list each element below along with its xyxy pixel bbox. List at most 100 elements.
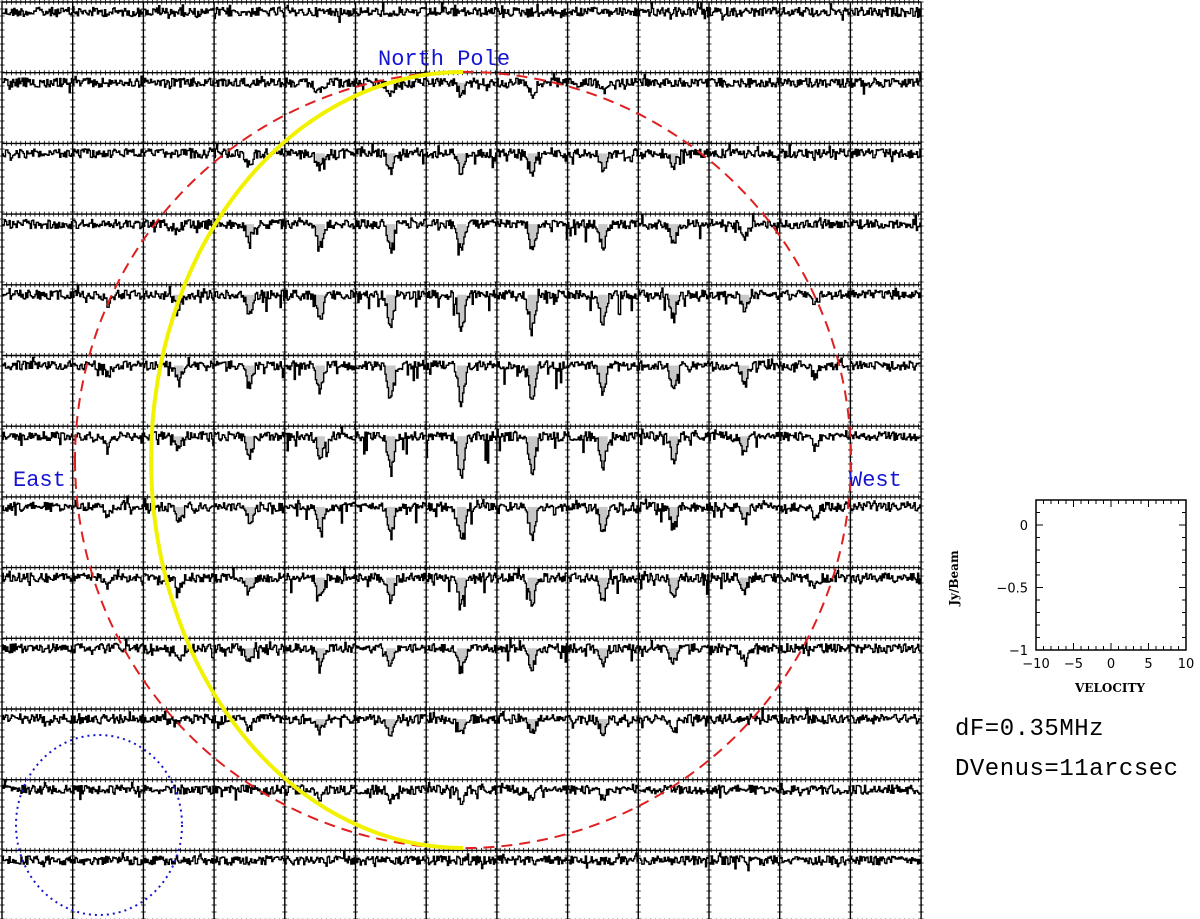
spectrum-trace <box>214 431 285 460</box>
absorption-shade <box>244 365 255 389</box>
absorption-shade <box>598 153 608 172</box>
spectrum-trace <box>638 360 709 390</box>
venus-diameter-label: DVenus=11arcsec <box>955 756 1179 783</box>
absorption-shade <box>668 224 679 243</box>
spectrum-trace <box>779 289 851 306</box>
absorption-shade <box>598 506 608 532</box>
spectrum-trace <box>426 289 497 332</box>
spectrum-trace <box>638 214 709 244</box>
scale-box-x-tick-labels: −10 −5 0 5 10 <box>1022 657 1194 672</box>
spectra-grid <box>0 0 924 919</box>
spectrum-trace <box>2 570 73 586</box>
spectrum-trace <box>143 77 215 90</box>
spectrum-trace <box>355 290 427 329</box>
spectrum-trace <box>355 217 427 254</box>
spectrum-trace <box>496 219 568 251</box>
spectrum-trace <box>567 6 639 17</box>
absorption-shade <box>315 506 325 537</box>
spectrum-trace <box>355 77 427 97</box>
spectrum-trace <box>2 148 73 161</box>
absorption-shade <box>386 436 396 477</box>
spectrum-trace <box>779 217 851 230</box>
absorption-shade <box>527 153 537 177</box>
spectrum-trace <box>496 501 568 542</box>
spectrum-trace <box>709 500 780 526</box>
absorption-shade <box>456 719 467 734</box>
spectrum-trace <box>496 147 568 177</box>
spectrum-trace <box>850 784 922 796</box>
spectrum-trace <box>284 850 356 867</box>
spectrum-trace <box>779 707 851 725</box>
spectrum-trace <box>638 639 709 665</box>
spectrum-trace <box>2 431 73 446</box>
absorption-shade <box>598 648 608 667</box>
spectrum-trace <box>567 360 639 396</box>
absorption-shade <box>527 224 537 250</box>
absorption-shade <box>315 153 325 171</box>
scale-box-ticks <box>1035 499 1187 651</box>
absorption-shade <box>174 506 184 523</box>
absorption-shade <box>244 648 255 662</box>
spectrum-trace <box>143 285 215 317</box>
spectrum-trace <box>779 357 851 381</box>
spectrum-trace <box>850 287 922 300</box>
spectrum-trace <box>214 567 285 596</box>
absorption-shade <box>386 648 396 667</box>
spectrum-trace <box>214 4 285 20</box>
spectrum-trace <box>709 852 780 872</box>
planet-disk-outline <box>74 71 853 849</box>
spectrum-trace <box>850 360 922 372</box>
scale-box: −10 −5 0 5 10 0 −0.5 −1 VELOCITY Jy/Beam <box>947 499 1194 695</box>
spectrum-trace <box>709 213 780 241</box>
spectrum-trace <box>426 711 497 735</box>
absorption-shade <box>456 648 467 674</box>
spectrum-trace <box>143 357 215 388</box>
spectrum-trace <box>426 498 497 540</box>
spectrum-trace <box>355 501 427 541</box>
direction-labels: North Pole East West <box>13 47 902 493</box>
spectrum-trace <box>143 784 215 795</box>
absorption-shade <box>668 365 679 389</box>
spectrum-trace <box>496 3 568 19</box>
absorption-shade <box>456 153 467 175</box>
spectrum-trace <box>214 855 285 866</box>
spectrum-trace <box>638 570 709 598</box>
spectrum-trace <box>2 218 73 230</box>
absorption-shade <box>456 436 467 478</box>
scale-box-frame <box>1035 499 1187 651</box>
spectrum-trace <box>638 855 709 868</box>
spectrum-trace <box>496 637 568 672</box>
absorption-shade <box>527 648 537 671</box>
absorption-shade <box>174 365 184 387</box>
spectrum-trace <box>2 288 73 300</box>
absorption-shade <box>315 224 325 251</box>
spectrum-trace <box>496 360 568 400</box>
spectrum-trace <box>72 711 144 725</box>
spectrum-trace <box>2 77 73 94</box>
absorption-shade <box>315 365 325 394</box>
scale-box-x-label: VELOCITY <box>1074 681 1145 695</box>
spectrum-trace <box>143 853 215 866</box>
spectrum-trace <box>567 714 639 737</box>
absorption-shade <box>527 506 537 541</box>
absorption-shade <box>527 719 537 734</box>
spectrum-trace <box>214 289 285 315</box>
absorption-shade <box>315 436 325 459</box>
spectrum-trace <box>284 566 356 602</box>
absorption-shade <box>598 365 608 396</box>
absorption-shade <box>244 224 255 249</box>
spectrum-trace <box>638 148 709 171</box>
west-label: West <box>849 468 902 493</box>
spectrum-trace <box>355 431 427 477</box>
spectrum-trace <box>143 4 215 19</box>
spectrum-trace <box>638 73 709 88</box>
scale-x-tick-label: −5 <box>1064 657 1083 672</box>
scale-y-tick-label: −1 <box>1009 644 1028 659</box>
absorption-shade <box>598 224 608 250</box>
spectrum-trace <box>72 218 144 230</box>
spectrum-trace <box>426 145 497 176</box>
spectrum-trace <box>496 73 568 99</box>
spectrum-trace <box>143 572 215 599</box>
spectrum-trace <box>709 288 780 313</box>
